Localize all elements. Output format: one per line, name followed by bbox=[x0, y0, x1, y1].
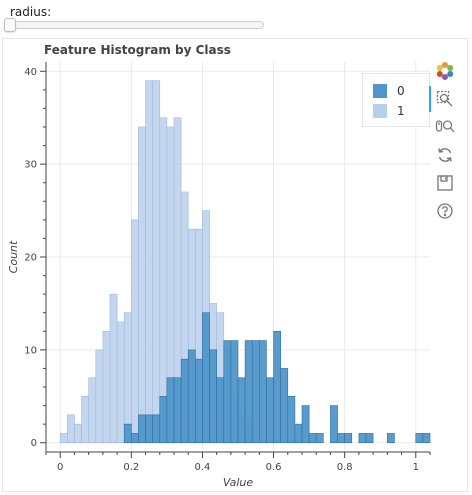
histogram-bar-class-0 bbox=[344, 433, 353, 444]
legend-item-0[interactable]: 0 bbox=[373, 83, 405, 99]
histogram-bar-class-0 bbox=[301, 405, 310, 444]
y-tick-label: 30 bbox=[24, 160, 37, 171]
histogram-bar-class-0 bbox=[273, 330, 281, 444]
y-tick-label: 40 bbox=[24, 67, 37, 78]
plot-title: Feature Histogram by Class bbox=[44, 43, 231, 57]
histogram-bar-class-1 bbox=[74, 423, 82, 444]
histogram-bar-class-1 bbox=[102, 330, 111, 444]
histogram-bar-class-0 bbox=[422, 433, 431, 444]
histogram-bar-class-1 bbox=[59, 433, 68, 444]
histogram-bar-class-0 bbox=[216, 377, 225, 444]
histogram-bar-class-0 bbox=[159, 395, 168, 444]
histogram-bar-class-0 bbox=[131, 433, 139, 444]
radius-slider-label: radius: bbox=[10, 5, 52, 19]
histogram-bar-class-0 bbox=[280, 368, 289, 444]
histogram-bar-class-0 bbox=[415, 433, 424, 444]
legend-swatch-0 bbox=[373, 84, 387, 98]
histogram-bar-class-0 bbox=[358, 433, 367, 444]
histogram-bar-class-0 bbox=[209, 349, 217, 444]
histogram-bar-class-1 bbox=[95, 349, 104, 444]
save-icon[interactable] bbox=[434, 172, 456, 194]
histogram-bar-class-0 bbox=[294, 423, 303, 444]
y-tick-label: 10 bbox=[24, 345, 37, 356]
histogram-bar-class-0 bbox=[266, 377, 274, 444]
histogram-bar-class-0 bbox=[237, 377, 246, 444]
histogram-bar-class-1 bbox=[131, 219, 139, 444]
x-axis-label: Value bbox=[223, 476, 254, 489]
x-tick-label: 0.4 bbox=[194, 462, 210, 473]
x-tick-label: 0.2 bbox=[123, 462, 139, 473]
bokeh-logo-icon[interactable] bbox=[434, 60, 456, 82]
histogram-bar-class-1 bbox=[123, 312, 132, 444]
histogram-bar-class-1 bbox=[88, 377, 97, 444]
legend: 0 1 bbox=[362, 73, 430, 127]
active-tool-indicator bbox=[429, 86, 431, 112]
histogram-bar-class-0 bbox=[173, 377, 182, 444]
histogram-bar-class-0 bbox=[337, 433, 345, 444]
histogram-bar-class-1 bbox=[109, 293, 118, 444]
histogram-bar-class-1 bbox=[145, 80, 153, 444]
y-tick-label: 20 bbox=[24, 253, 37, 264]
legend-item-1[interactable]: 1 bbox=[373, 103, 405, 119]
x-tick-label: 0.6 bbox=[266, 462, 282, 473]
histogram-bar-class-0 bbox=[123, 423, 132, 444]
histogram-bar-class-0 bbox=[180, 358, 189, 444]
histogram-bar-class-1 bbox=[138, 126, 146, 444]
histogram-bar-class-0 bbox=[308, 433, 317, 444]
help-icon[interactable] bbox=[434, 200, 456, 222]
x-tick-label: 0 bbox=[57, 462, 63, 473]
histogram-bar-class-0 bbox=[166, 377, 175, 444]
histogram-bar-class-0 bbox=[244, 340, 253, 444]
histogram-bar-class-1 bbox=[116, 321, 125, 444]
histogram-bar-class-1 bbox=[81, 395, 89, 444]
histogram-bar-class-0 bbox=[230, 340, 239, 444]
y-axis-label: Count bbox=[7, 240, 20, 273]
wheel-zoom-icon[interactable] bbox=[434, 116, 456, 138]
legend-label-1: 1 bbox=[397, 104, 405, 118]
histogram-bar-class-1 bbox=[152, 80, 161, 444]
histogram-bar-class-0 bbox=[145, 414, 153, 444]
radius-slider-handle[interactable] bbox=[4, 18, 16, 32]
bars-layer bbox=[59, 80, 431, 444]
histogram-bar-class-1 bbox=[159, 117, 168, 444]
histogram-bar-class-0 bbox=[202, 312, 210, 444]
histogram-bar-class-0 bbox=[195, 358, 203, 444]
histogram-bar-class-1 bbox=[67, 414, 75, 444]
box-zoom-icon[interactable] bbox=[434, 88, 456, 110]
histogram-bar-class-0 bbox=[152, 414, 161, 444]
histogram-bar-class-0 bbox=[138, 414, 146, 444]
histogram-bar-class-0 bbox=[315, 433, 324, 444]
histogram-bar-class-0 bbox=[287, 395, 296, 444]
histogram-bar-class-0 bbox=[251, 340, 260, 444]
histogram-bar-class-0 bbox=[187, 349, 196, 444]
legend-label-0: 0 bbox=[397, 84, 405, 98]
histogram-bar-class-0 bbox=[365, 433, 374, 444]
histogram-bar-class-0 bbox=[330, 405, 338, 444]
histogram-bar-class-0 bbox=[387, 433, 395, 444]
x-tick-label: 0.8 bbox=[337, 462, 353, 473]
plot-frame bbox=[2, 38, 468, 492]
y-tick-label: 0 bbox=[31, 438, 37, 449]
legend-swatch-1 bbox=[373, 104, 387, 118]
reset-icon[interactable] bbox=[434, 144, 456, 166]
x-tick-label: 1 bbox=[413, 462, 419, 473]
histogram-bar-class-0 bbox=[223, 340, 232, 444]
histogram-bar-class-0 bbox=[259, 340, 267, 444]
